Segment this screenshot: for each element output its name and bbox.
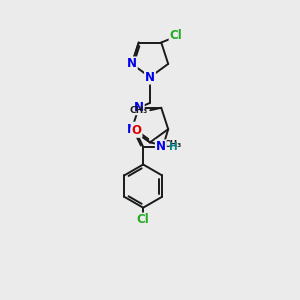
Text: CH₃: CH₃ [130, 106, 148, 115]
Text: N: N [127, 123, 137, 136]
Text: N: N [145, 70, 155, 84]
Text: Cl: Cl [137, 214, 149, 226]
Text: N: N [127, 57, 137, 70]
Text: O: O [131, 124, 142, 137]
Text: Cl: Cl [169, 28, 182, 42]
Text: CH₃: CH₃ [164, 140, 182, 149]
Text: N: N [134, 101, 144, 114]
Text: H: H [169, 142, 177, 152]
Text: N: N [156, 140, 166, 153]
